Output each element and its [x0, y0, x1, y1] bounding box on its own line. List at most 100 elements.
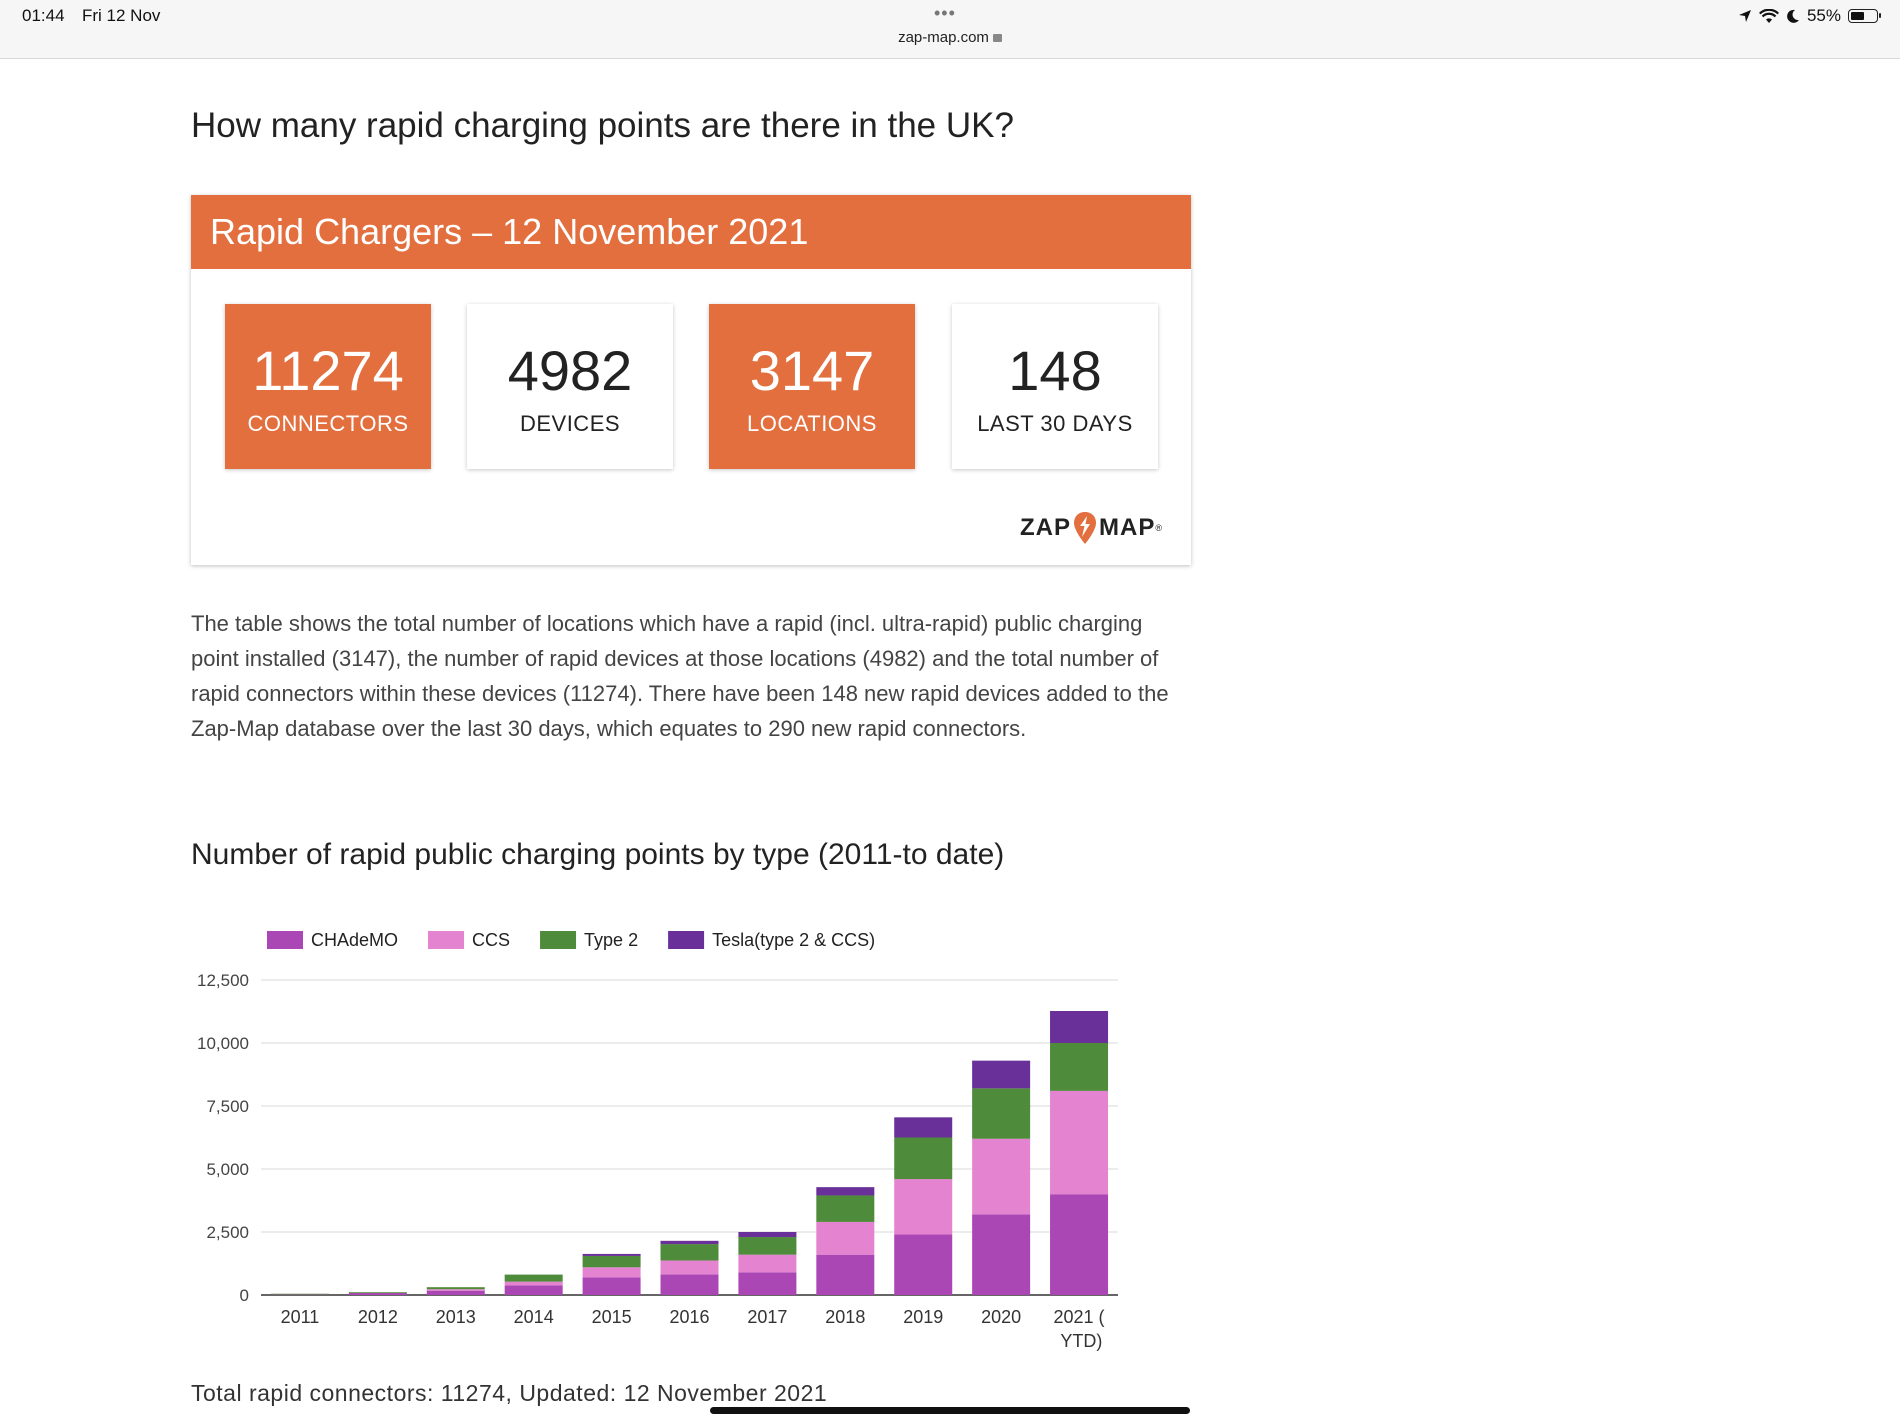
x-tick-label: 2016 — [669, 1307, 709, 1327]
x-tick-label: 2021 ( YTD) — [1054, 1307, 1105, 1351]
legend-swatch — [668, 931, 705, 949]
chart-footer: Total rapid connectors: 11274, Updated: … — [191, 1380, 828, 1406]
stat-label: DEVICES — [519, 411, 621, 436]
bar-segment — [972, 1060, 1031, 1089]
bar-segment — [426, 1290, 485, 1295]
x-tick-label: 2018 — [825, 1307, 865, 1327]
bar-segment — [816, 1195, 875, 1222]
bar-segment — [894, 1137, 953, 1180]
stat-last-30-days: 148 LAST 30 DAYS — [952, 304, 1158, 469]
address-bar[interactable]: zap-map.com — [0, 29, 1900, 46]
bar-segment — [972, 1214, 1031, 1295]
x-tick-label: 2015 — [592, 1307, 632, 1327]
bar-segment — [504, 1281, 563, 1286]
x-tick-label: 2019 — [903, 1307, 943, 1327]
bar-segment — [1050, 1090, 1109, 1195]
bar-segment — [504, 1285, 563, 1295]
bar-segment — [738, 1232, 797, 1238]
stat-locations: 3147 LOCATIONS — [709, 304, 915, 469]
x-tick-label: 2012 — [358, 1307, 398, 1327]
bar-segment — [582, 1253, 641, 1256]
bar-segment — [582, 1277, 641, 1295]
y-tick-label: 7,500 — [206, 1097, 249, 1116]
bar-segment — [426, 1287, 485, 1290]
rapid-chargers-card: Rapid Chargers – 12 November 2021 11274 … — [191, 195, 1191, 565]
legend-label: CHAdeMO — [311, 930, 398, 950]
bar-segment — [816, 1254, 875, 1295]
bar-segment — [582, 1267, 641, 1278]
url-text: zap-map.com — [898, 29, 989, 46]
stat-label: LAST 30 DAYS — [977, 411, 1133, 436]
x-tick-label: 2020 — [981, 1307, 1021, 1327]
description-paragraph: The table shows the total number of loca… — [191, 611, 1169, 741]
stacked-bar-chart: CHAdeMO CCS Type 2 Tesla(type 2 & CCS) 0 2,50… — [197, 930, 1118, 1351]
bar-segment — [1050, 1010, 1109, 1043]
bar-segment — [894, 1117, 953, 1138]
bar-segment — [504, 1274, 563, 1282]
bar-segment — [348, 1292, 407, 1294]
bar-segment — [738, 1237, 797, 1255]
bar-segment — [1050, 1043, 1109, 1091]
bar-segment — [270, 1293, 329, 1295]
bar-segment — [660, 1274, 719, 1295]
chart-title: Number of rapid public charging points b… — [191, 838, 1005, 871]
stat-connectors: 11274 CONNECTORS — [225, 304, 431, 469]
wifi-icon — [1758, 8, 1779, 23]
bar-segment — [972, 1088, 1031, 1139]
more-options-icon[interactable]: ••• — [934, 3, 956, 23]
y-tick-label: 10,000 — [197, 1034, 249, 1053]
status-time: 01:44 — [22, 6, 65, 25]
x-tick-label: 2013 — [436, 1307, 476, 1327]
zap-map-logo[interactable]: ZAP MAP ® — [1020, 511, 1163, 545]
bar-segment — [972, 1138, 1031, 1215]
y-tick-label: 0 — [240, 1286, 249, 1305]
legend-label: CCS — [472, 930, 510, 950]
legend-swatch — [267, 931, 303, 949]
registered-mark: ® — [1155, 523, 1163, 533]
bar-segment — [582, 1255, 641, 1268]
bar-segment — [738, 1272, 797, 1295]
status-date: Fri 12 Nov — [82, 6, 161, 25]
status-bar: 01:44 Fri 12 Nov ••• zap-map.com 55% — [0, 0, 1900, 59]
card-title: Rapid Chargers – 12 November 2021 — [191, 195, 1191, 269]
x-tick-label: 2011 — [281, 1307, 320, 1327]
stat-devices: 4982 DEVICES — [467, 304, 673, 469]
bar-segment — [894, 1234, 953, 1295]
legend-swatch — [540, 931, 577, 949]
lock-icon — [992, 34, 1002, 42]
legend-label: Tesla(type 2 & CCS) — [712, 930, 875, 950]
bar-segment — [816, 1221, 875, 1255]
battery-percent: 55% — [1806, 6, 1841, 25]
stat-label: LOCATIONS — [746, 411, 877, 436]
bar-segment — [660, 1240, 719, 1245]
legend-swatch — [428, 931, 465, 949]
stat-value: 4982 — [507, 339, 633, 402]
y-tick-label: 2,500 — [206, 1223, 249, 1242]
legend-label: Type 2 — [584, 930, 638, 950]
moon-icon — [1787, 9, 1799, 23]
bar-segment — [660, 1260, 719, 1275]
bar-segment — [738, 1254, 797, 1273]
battery-icon — [1848, 9, 1881, 23]
bar-segment — [660, 1244, 719, 1261]
logo-text-left: ZAP — [1020, 514, 1072, 541]
stat-label: CONNECTORS — [247, 411, 409, 436]
logo-text-right: MAP — [1099, 514, 1156, 541]
y-tick-label: 5,000 — [206, 1160, 249, 1179]
y-tick-label: 12,500 — [197, 971, 249, 990]
bar-segment — [426, 1289, 485, 1291]
x-tick-label: 2014 — [514, 1307, 554, 1327]
home-indicator[interactable] — [710, 1407, 1190, 1414]
bar-segment — [348, 1292, 407, 1295]
stat-value: 11274 — [252, 339, 404, 402]
status-indicators: 55% — [1738, 6, 1881, 26]
location-arrow-icon — [1738, 10, 1751, 22]
page-heading: How many rapid charging points are there… — [191, 106, 1014, 145]
x-tick-label: 2017 — [747, 1307, 787, 1327]
bar-segment — [1050, 1194, 1109, 1295]
bar-segment — [894, 1179, 953, 1235]
lightning-pin-icon — [1074, 512, 1097, 544]
stat-value: 148 — [1008, 339, 1102, 402]
stat-value: 3147 — [749, 339, 875, 402]
bar-segment — [816, 1187, 875, 1196]
